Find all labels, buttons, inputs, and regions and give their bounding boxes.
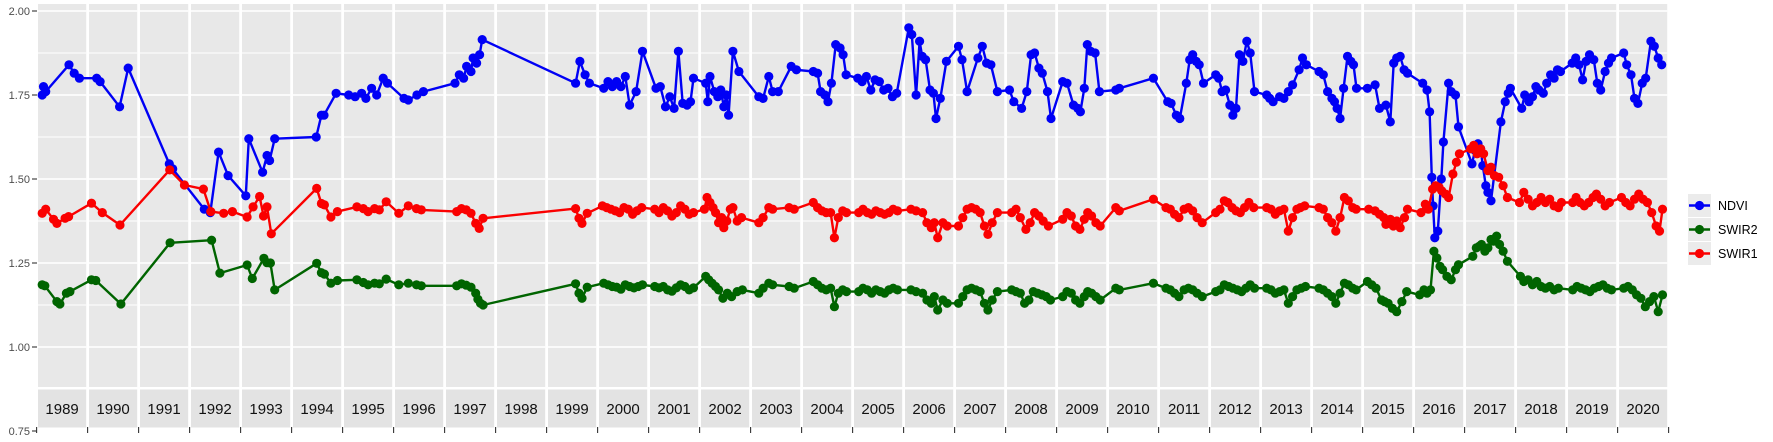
facet-label: 1996: [402, 401, 435, 418]
facet-strip: [1211, 389, 1260, 428]
y-tick-label: 2.00: [9, 6, 30, 18]
facet-strip: [599, 389, 648, 428]
facet-strip: [1007, 389, 1056, 428]
facet-label: 2020: [1626, 401, 1659, 418]
facet-strip: [446, 389, 495, 428]
legend: NDVI SWIR2 SWIR1: [1688, 194, 1758, 266]
facet-label: 1997: [453, 401, 486, 418]
legend-key-swir2-icon: [1688, 218, 1711, 241]
facet-strip: [497, 389, 546, 428]
y-tick-label: 1.75: [9, 90, 30, 102]
facet-strip: [140, 389, 189, 428]
x-axis-ticks: [36, 427, 1670, 433]
facet-label: 2000: [606, 401, 639, 418]
legend-label-swir1: SWIR1: [1718, 246, 1758, 261]
facet-strip: [191, 389, 240, 428]
facet-strip: [1466, 389, 1515, 428]
facet-label: 2016: [1422, 401, 1455, 418]
facet-strip: [38, 389, 87, 428]
facet-label: 2004: [810, 401, 843, 418]
facet-label: 1993: [249, 401, 282, 418]
series-swir2: [37, 231, 1668, 317]
facet-label: 2002: [708, 401, 741, 418]
facet-label: 1990: [96, 401, 129, 418]
facet-label: 2009: [1065, 401, 1098, 418]
facet-label: 2014: [1320, 401, 1353, 418]
facet-strip: [752, 389, 801, 428]
facet-label: 2019: [1575, 401, 1608, 418]
facet-strip: [89, 389, 138, 428]
y-tick-label: 1.00: [9, 342, 30, 354]
facet-label: 2008: [1014, 401, 1047, 418]
y-tick-label: 1.25: [9, 258, 30, 270]
facet-label: 2013: [1269, 401, 1302, 418]
facet-strip: [344, 389, 393, 428]
facet-label: 2012: [1218, 401, 1251, 418]
facet-strip: [650, 389, 699, 428]
facet-label: 1992: [198, 401, 231, 418]
legend-label-ndvi: NDVI: [1718, 198, 1748, 213]
legend-item-swir1: SWIR1: [1688, 242, 1758, 265]
facet-label: 1999: [555, 401, 588, 418]
facet-strip: [1568, 389, 1617, 428]
facet-strip: [1109, 389, 1158, 428]
facet-label: 1998: [504, 401, 537, 418]
facet-label: 2017: [1473, 401, 1506, 418]
facet-strip: [1364, 389, 1413, 428]
facet-strip: [1160, 389, 1209, 428]
facet-label: 2011: [1168, 401, 1200, 418]
facet-strip: [1313, 389, 1362, 428]
facet-label: 2005: [861, 401, 894, 418]
facet-strip: [293, 389, 342, 428]
series-swir1: [37, 140, 1668, 243]
facet-label: 2003: [759, 401, 792, 418]
facet-strip: [905, 389, 954, 428]
y-tick-label: 1.50: [9, 174, 30, 186]
legend-key-ndvi-icon: [1688, 194, 1711, 217]
panel-gridlines: [38, 10, 1668, 348]
facet-strip: [956, 389, 1005, 428]
facet-strip: [701, 389, 750, 428]
facet-label: 1991: [147, 401, 180, 418]
legend-item-ndvi: NDVI: [1688, 194, 1758, 217]
facet-strip: [854, 389, 903, 428]
y-tick-label: 0.75: [9, 426, 30, 438]
facet-strip: [1415, 389, 1464, 428]
legend-key-swir1-icon: [1688, 242, 1711, 265]
y-axis: 0.75 1.00 1.25 1.50 1.75 2.00: [9, 6, 37, 438]
legend-item-swir2: SWIR2: [1688, 218, 1758, 241]
facet-strip: [242, 389, 291, 428]
facet-strip: [803, 389, 852, 428]
legend-label-swir2: SWIR2: [1718, 222, 1758, 237]
facet-strip: [548, 389, 597, 428]
facet-strip: [1619, 389, 1668, 428]
facet-label: 1989: [45, 401, 78, 418]
facet-strip: [1517, 389, 1566, 428]
facet-label: 1994: [300, 401, 333, 418]
facet-strip: [1262, 389, 1311, 428]
facet-label: 2007: [963, 401, 996, 418]
facet-label: 2001: [657, 401, 690, 418]
facet-label: 2006: [912, 401, 945, 418]
series-ndvi: [37, 23, 1667, 243]
facet-label: 2018: [1524, 401, 1557, 418]
facet-strip: [395, 389, 444, 428]
facet-strip: [1058, 389, 1107, 428]
facet-strips: 1989 1990 1991 1992 1993 1994 1995 1996 1997 1998…: [38, 389, 1668, 428]
facet-label: 2015: [1371, 401, 1404, 418]
facet-panels: [38, 4, 1668, 387]
facet-label: 2010: [1116, 401, 1149, 418]
facet-label: 1995: [351, 401, 384, 418]
